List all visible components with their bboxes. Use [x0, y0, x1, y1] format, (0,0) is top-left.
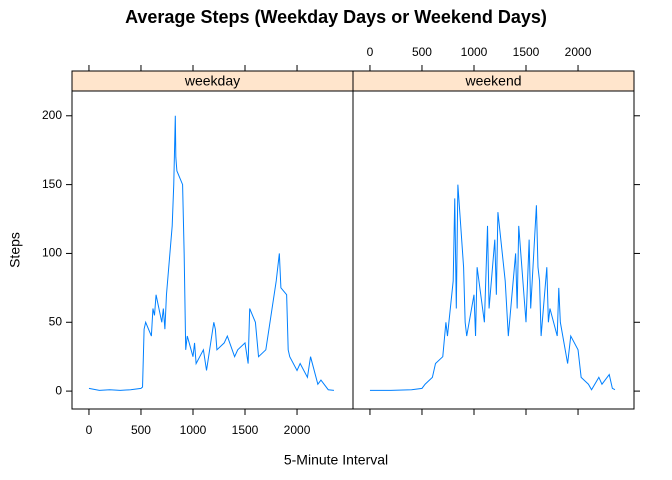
x-tick-label-top: 500 [412, 45, 432, 59]
x-tick-label: 1000 [180, 423, 207, 437]
x-tick-label-top: 1500 [513, 45, 540, 59]
x-tick-label: 2000 [284, 423, 311, 437]
y-tick-label: 50 [49, 314, 63, 328]
y-tick-label: 0 [55, 383, 62, 397]
strip-label: weekday [184, 73, 240, 89]
y-axis-label: Steps [7, 232, 23, 268]
x-tick-label-top: 0 [367, 45, 374, 59]
x-tick-label: 1500 [232, 423, 259, 437]
x-tick-label-top: 2000 [565, 45, 592, 59]
panel [352, 90, 635, 410]
panel [71, 90, 354, 410]
y-tick-label: 150 [42, 177, 62, 191]
data-line [88, 115, 335, 391]
chart-title: Average Steps (Weekday Days or Weekend D… [125, 7, 547, 27]
strip-label: weekend [464, 73, 521, 89]
x-tick-label: 0 [86, 423, 93, 437]
x-axis-label: 5-Minute Interval [284, 452, 388, 468]
data-line [369, 184, 616, 391]
y-tick-label: 100 [42, 246, 62, 260]
y-tick-label: 200 [42, 108, 62, 122]
x-tick-label-top: 1000 [461, 45, 488, 59]
x-tick-label: 500 [131, 423, 151, 437]
